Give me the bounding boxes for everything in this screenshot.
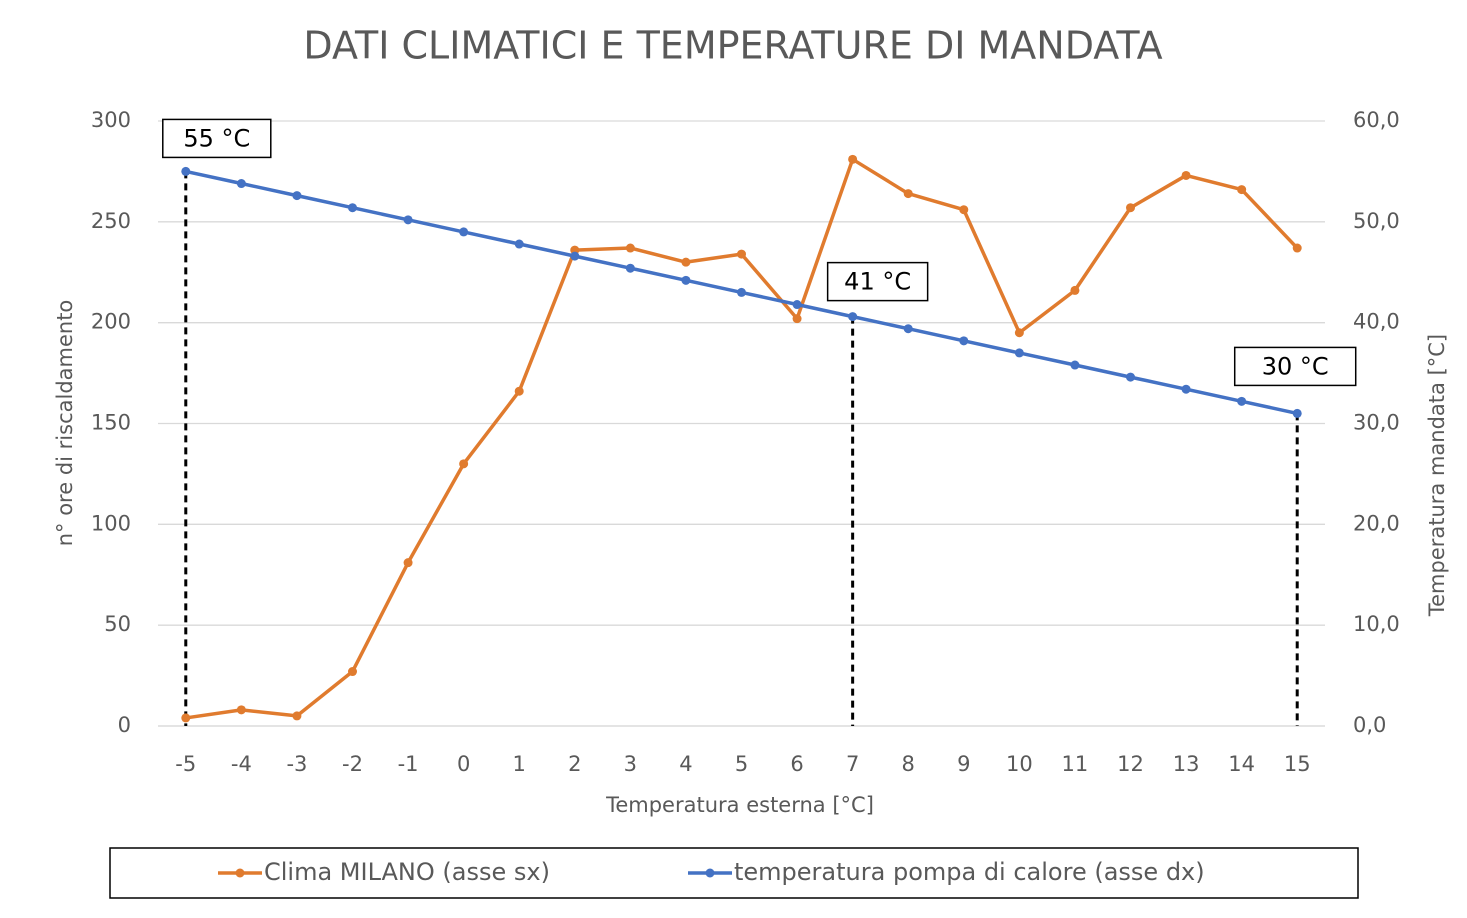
x-tick-label: -1 xyxy=(398,752,419,776)
marker xyxy=(292,711,302,721)
y2-axis-title: Temperatura mandata [°C] xyxy=(1425,334,1449,617)
marker xyxy=(1181,384,1191,394)
y2-tick-label: 50,0 xyxy=(1353,209,1400,233)
x-tick-label: -2 xyxy=(342,752,363,776)
x-tick-label: 6 xyxy=(790,752,803,776)
marker xyxy=(1181,170,1191,180)
annotation-label: 55 °C xyxy=(183,124,250,152)
marker xyxy=(459,227,469,237)
x-tick-label: 10 xyxy=(1006,752,1033,776)
marker xyxy=(1126,372,1135,382)
x-tick-label: 14 xyxy=(1228,752,1255,776)
marker xyxy=(903,324,913,334)
y-tick-label: 150 xyxy=(91,411,131,435)
legend-marker xyxy=(235,868,245,878)
marker xyxy=(1126,203,1135,213)
x-tick-label: -4 xyxy=(231,752,252,776)
marker xyxy=(625,263,635,273)
annotation-box xyxy=(162,118,272,159)
y-axis-title: n° ore di riscaldamento xyxy=(53,300,77,547)
x-tick-label: 8 xyxy=(902,752,915,776)
marker xyxy=(514,386,524,396)
y2-tick-label: 30,0 xyxy=(1353,411,1400,435)
x-axis-title: Temperatura esterna [°C] xyxy=(605,793,874,817)
x-tick-label: 12 xyxy=(1117,752,1144,776)
marker xyxy=(236,705,246,715)
marker xyxy=(181,713,191,723)
x-tick-label: 2 xyxy=(568,752,581,776)
annotation-label: 30 °C xyxy=(1262,352,1329,380)
y2-tick-label: 10,0 xyxy=(1353,612,1400,636)
x-tick-label: 7 xyxy=(846,752,859,776)
marker xyxy=(1070,360,1080,370)
x-tick-label: 0 xyxy=(457,752,470,776)
series-line xyxy=(185,157,1299,720)
y-tick-label: 250 xyxy=(91,209,131,233)
legend-box xyxy=(109,847,1359,899)
marker xyxy=(1237,185,1247,195)
x-tick-label: 15 xyxy=(1284,752,1311,776)
y-tick-label: 200 xyxy=(91,310,131,334)
marker xyxy=(959,336,969,346)
x-tick-label: 11 xyxy=(1062,752,1089,776)
marker xyxy=(1237,396,1247,406)
marker xyxy=(625,243,635,253)
marker xyxy=(737,287,746,297)
marker xyxy=(681,275,691,285)
x-tick-label: 4 xyxy=(679,752,692,776)
y2-tick-label: 20,0 xyxy=(1353,511,1400,535)
legend-marker xyxy=(705,868,715,878)
y-tick-label: 0 xyxy=(118,713,131,737)
marker xyxy=(1014,328,1024,338)
x-tick-label: 1 xyxy=(513,752,526,776)
marker xyxy=(792,314,802,324)
marker xyxy=(1292,243,1302,253)
x-tick-label: 5 xyxy=(735,752,748,776)
legend-label: temperatura pompa di calore (asse dx) xyxy=(734,858,1205,886)
marker xyxy=(181,166,191,176)
marker xyxy=(292,191,302,201)
marker xyxy=(737,249,746,259)
y-tick-label: 300 xyxy=(91,108,131,132)
marker xyxy=(348,667,357,677)
x-tick-label: -5 xyxy=(175,752,196,776)
y-tick-label: 50 xyxy=(104,612,131,636)
marker xyxy=(1292,408,1302,418)
marker xyxy=(792,300,802,310)
y2-tick-label: 0,0 xyxy=(1353,713,1386,737)
marker xyxy=(403,558,413,568)
marker xyxy=(848,312,858,322)
chart-title: DATI CLIMATICI E TEMPERATURE DI MANDATA xyxy=(303,24,1162,68)
marker xyxy=(514,239,524,249)
marker xyxy=(681,257,691,267)
marker xyxy=(236,179,246,189)
annotation-box xyxy=(826,261,929,302)
x-tick-label: 13 xyxy=(1173,752,1200,776)
marker xyxy=(1014,348,1024,358)
marker xyxy=(348,203,357,213)
y2-tick-label: 40,0 xyxy=(1353,310,1400,334)
marker xyxy=(1070,285,1080,295)
marker xyxy=(848,154,858,164)
marker xyxy=(403,215,413,225)
y2-tick-label: 60,0 xyxy=(1353,108,1400,132)
marker xyxy=(959,205,969,215)
y-tick-label: 100 xyxy=(91,511,131,535)
marker xyxy=(570,251,580,261)
x-tick-label: 9 xyxy=(957,752,970,776)
annotation-box xyxy=(1233,346,1357,387)
x-tick-label: 3 xyxy=(624,752,637,776)
x-tick-label: -3 xyxy=(286,752,307,776)
annotation-label: 41 °C xyxy=(844,268,911,296)
legend-label: Clima MILANO (asse sx) xyxy=(264,858,550,886)
marker xyxy=(459,459,469,469)
marker xyxy=(903,189,913,199)
